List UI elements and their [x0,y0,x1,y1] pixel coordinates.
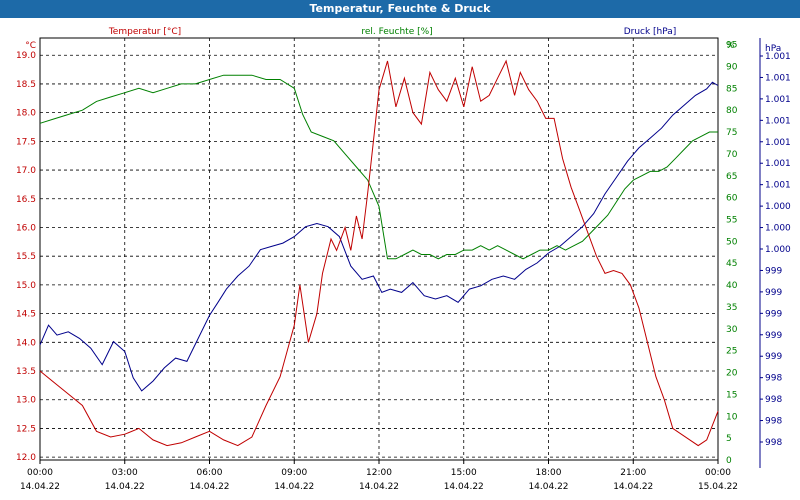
humidity-tick-label: 40 [726,281,738,291]
pressure-tick-label: 998 [765,438,782,448]
x-tick-date: 14.04.22 [613,482,653,492]
series-temperature-line [39,59,719,447]
x-tick-time: 21:00 [620,468,646,478]
temperature-tick-label: 14.0 [16,338,36,348]
x-tick-time: 15:00 [451,468,477,478]
pressure-tick-label: 1.001 [765,138,791,148]
temperature-tick-label: 15.5 [16,252,36,262]
temperature-tick-label: 13.5 [16,367,36,377]
pressure-tick-label: 999 [765,266,782,276]
humidity-tick-label: 85 [726,84,737,94]
temperature-tick-label: 13.0 [16,396,36,406]
series-humidity-line [39,74,718,260]
humidity-unit: % [726,41,735,51]
humidity-tick-label: 15 [726,390,737,400]
humidity-tick-label: 95 [726,41,737,51]
x-tick-time: 09:00 [281,468,307,478]
temperature-tick-label: 18.5 [16,80,36,90]
x-tick-time: 00:00 [27,468,53,478]
temperature-tick-label: 16.5 [16,195,36,205]
x-tick-date: 14.04.22 [444,482,484,492]
x-tick-time: 06:00 [197,468,223,478]
x-tick-time: 00:00 [705,468,731,478]
x-tick-date: 14.04.22 [359,482,399,492]
pressure-tick-label: 1.000 [765,224,791,234]
humidity-tick-label: 65 [726,172,737,182]
x-tick-time: 18:00 [536,468,562,478]
x-tick-date: 14.04.22 [20,482,60,492]
pressure-tick-label: 999 [765,331,782,341]
series-pressure-line [39,81,719,392]
pressure-tick-label: 998 [765,417,782,427]
temperature-tick-label: 19.0 [16,51,36,61]
pressure-unit: hPa [765,44,781,54]
pressure-tick-label: 1.001 [765,116,791,126]
pressure-tick-label: 998 [765,374,782,384]
pressure-tick-label: 1.000 [765,202,791,212]
legend-temperature: Temperatur [°C] [108,27,181,37]
x-tick-date: 14.04.22 [528,482,568,492]
chart-title: Temperatur, Feuchte & Druck [0,0,800,18]
pressure-tick-label: 1.001 [765,52,791,62]
temperature-unit: °C [25,41,36,51]
humidity-tick-label: 70 [726,150,738,160]
temperature-tick-label: 12.5 [16,424,36,434]
legend-humidity: rel. Feuchte [%] [361,27,432,37]
temperature-tick-label: 14.5 [16,310,36,320]
x-tick-time: 12:00 [366,468,392,478]
humidity-tick-label: 35 [726,303,737,313]
temperature-tick-label: 16.0 [16,223,36,233]
pressure-tick-label: 998 [765,395,782,405]
x-tick-date: 14.04.22 [189,482,229,492]
temperature-tick-label: 18.0 [16,109,36,119]
humidity-tick-label: 55 [726,215,737,225]
x-tick-date: 15.04.22 [698,482,738,492]
pressure-tick-label: 1.001 [765,95,791,105]
temperature-tick-label: 17.5 [16,137,36,147]
humidity-tick-label: 45 [726,259,737,269]
temperature-tick-label: 12.0 [16,453,36,463]
x-tick-time: 03:00 [112,468,138,478]
x-tick-date: 14.04.22 [105,482,145,492]
temperature-tick-label: 17.0 [16,166,36,176]
x-tick-date: 14.04.22 [274,482,314,492]
pressure-tick-label: 999 [765,309,782,319]
humidity-tick-label: 20 [726,369,738,379]
humidity-tick-label: 80 [726,106,738,116]
pressure-tick-label: 1.000 [765,245,791,255]
humidity-tick-label: 50 [726,237,738,247]
humidity-tick-label: 10 [726,412,738,422]
legend-pressure: Druck [hPa] [624,27,677,37]
pressure-tick-label: 999 [765,288,782,298]
chart-canvas: 12.0 12.5 13.0 13.5 14.0 14.5 15.0 15.5 16.0 16.5… [16,27,791,492]
pressure-tick-label: 1.001 [765,159,791,169]
humidity-tick-label: 30 [726,325,738,335]
humidity-tick-label: 75 [726,128,737,138]
pressure-tick-label: 1.001 [765,181,791,191]
pressure-tick-label: 999 [765,352,782,362]
humidity-tick-label: 25 [726,347,737,357]
humidity-tick-label: 60 [726,194,738,204]
humidity-tick-label: 5 [726,434,732,444]
pressure-tick-label: 1.001 [765,73,791,83]
humidity-tick-label: 90 [726,62,738,72]
humidity-tick-label: 0 [726,456,732,466]
temperature-tick-label: 15.0 [16,281,36,291]
